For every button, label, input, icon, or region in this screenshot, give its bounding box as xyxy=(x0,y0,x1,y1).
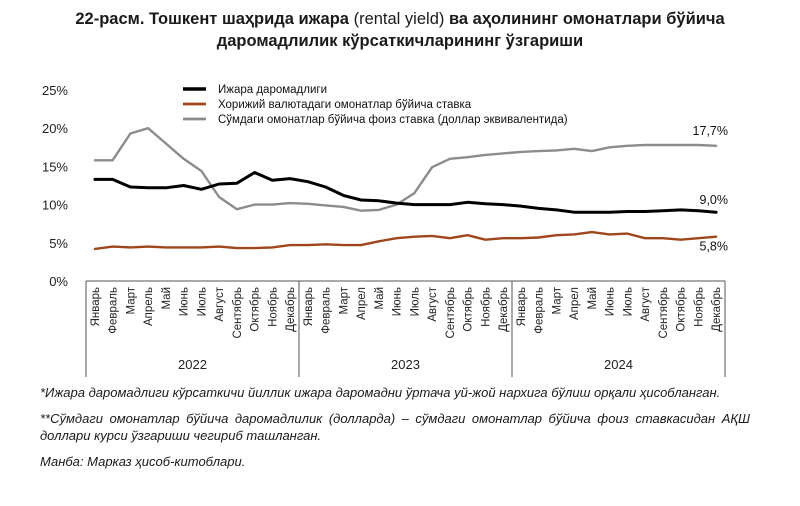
x-tick-label: Июль xyxy=(196,287,208,316)
x-tick-label: Январь xyxy=(90,287,102,326)
chart-notes: *Ижара даромадлиги кўрсаткичи йиллик ижа… xyxy=(40,384,750,479)
year-label: 2023 xyxy=(391,357,420,372)
x-tick-label: Декабрь xyxy=(498,287,510,332)
legend-label: Сўмдаги омонатлар бўйича фоиз ставка (до… xyxy=(218,114,568,126)
x-tick-label: Май xyxy=(374,287,386,310)
x-tick-label: Сентябрь xyxy=(232,287,244,339)
x-tick-label: Август xyxy=(214,286,226,321)
series-line xyxy=(93,230,718,251)
x-tick-label: Сентябрь xyxy=(445,287,457,339)
y-tick-label: 5% xyxy=(49,236,68,251)
source-note: Манба: Марказ ҳисоб-китоблари. xyxy=(40,454,246,469)
x-tick-label: Июнь xyxy=(392,287,404,316)
series-end-label: 5,8% xyxy=(700,240,729,254)
x-tick-label: Октябрь xyxy=(250,287,262,332)
chart-title: 22-расм. Тошкент шаҳрида ижара (rental y… xyxy=(0,8,800,52)
y-tick-label: 20% xyxy=(42,121,68,136)
x-tick-label: Ноябрь xyxy=(693,287,705,327)
x-tick-label: Январь xyxy=(303,287,315,326)
x-tick-label: Ноябрь xyxy=(480,287,492,327)
x-tick-label: Июль xyxy=(409,287,421,316)
year-label: 2022 xyxy=(178,357,207,372)
x-tick-label: Октябрь xyxy=(463,287,475,332)
line-chart: 0% 5% 10% 15% 20% 25% 2022 2023 2024 Январь Феврал… xyxy=(42,83,728,377)
year-label: 2024 xyxy=(604,357,633,372)
y-tick-label: 25% xyxy=(42,83,68,98)
chart-legend: Ижара даромадлиги Хорижий валютадаги омон… xyxy=(183,84,568,126)
chart-title-line2: даромадлилик кўрсаткичларининг ўзгариши xyxy=(216,32,584,50)
x-tick-label: Май xyxy=(161,287,173,310)
footnote-deposit-yield: **Сўмдаги омонатлар бўйича даромадлилик … xyxy=(40,411,750,443)
y-tick-label: 10% xyxy=(42,198,68,213)
series-end-label: 17,7% xyxy=(693,124,728,138)
x-tick-label: Март xyxy=(338,286,350,314)
title-part3: ва аҳолининг омонатлари бўйича xyxy=(444,10,725,28)
x-tick-label: Август xyxy=(640,286,652,321)
chart-axes: 0% 5% 10% 15% 20% 25% 2022 2023 2024 Январь Феврал… xyxy=(42,83,726,377)
chart-title-line1: 22-расм. Тошкент шаҳрида ижара (rental y… xyxy=(0,8,800,30)
x-tick-label: Ноябрь xyxy=(267,287,279,327)
x-tick-label: Июль xyxy=(622,287,634,316)
title-part2: (rental yield) xyxy=(353,10,445,28)
x-tick-label: Январь xyxy=(516,287,528,326)
x-tick-label: Июнь xyxy=(605,287,617,316)
x-tick-label: Февраль xyxy=(534,287,546,334)
x-tick-label: Апрел xyxy=(569,287,581,320)
x-tick-label: Февраль xyxy=(321,287,333,334)
y-tick-label: 15% xyxy=(42,159,68,174)
chart-end-labels: 9,0% 5,8% 17,7% xyxy=(693,124,728,254)
x-tick-label: Март xyxy=(125,286,137,314)
x-tick-label: Декабрь xyxy=(711,287,723,332)
x-tick-label: Май xyxy=(587,287,599,310)
series-end-label: 9,0% xyxy=(700,193,729,207)
series-line xyxy=(93,126,718,212)
footnote-rental-yield: *Ижара даромадлиги кўрсаткичи йиллик ижа… xyxy=(40,385,721,400)
x-tick-label: Апрел xyxy=(356,287,368,320)
x-tick-label: Октябрь xyxy=(676,287,688,332)
x-tick-label: Март xyxy=(551,286,563,314)
title-part1: 22-расм. Тошкент шаҳрида ижара xyxy=(75,10,354,28)
x-tick-label: Сентябрь xyxy=(658,287,670,339)
chart-series xyxy=(93,126,718,251)
legend-label: Хорижий валютадаги омонатлар бўйича став… xyxy=(218,99,472,111)
x-tick-label: Июнь xyxy=(179,287,191,316)
x-tick-label: Декабрь xyxy=(285,287,297,332)
x-tick-label: Апрель xyxy=(143,287,155,326)
x-tick-label: Август xyxy=(427,286,439,321)
series-line xyxy=(93,171,718,214)
legend-label: Ижара даромадлиги xyxy=(218,84,327,96)
x-tick-label: Февраль xyxy=(108,287,120,334)
y-tick-label: 0% xyxy=(49,274,68,289)
